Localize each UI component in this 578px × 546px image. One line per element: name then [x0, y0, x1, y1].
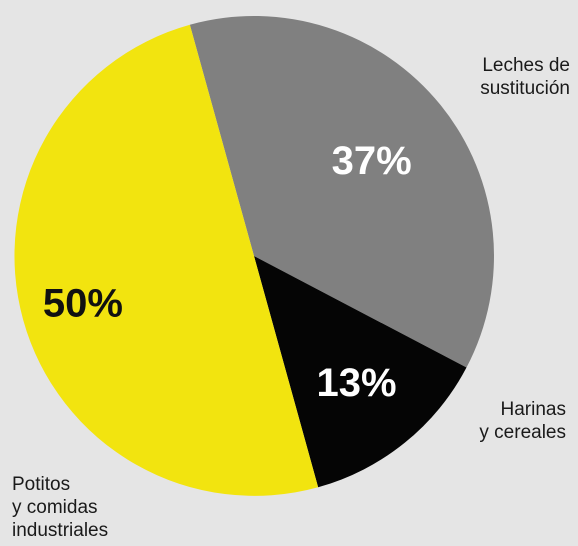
pie-value-label-leches: 37% [332, 139, 412, 183]
pie-slice-harinas [254, 256, 467, 488]
category-label-potitos-line-1: Potitos [12, 474, 71, 495]
category-label-harinas-line-1: Harinas [500, 399, 566, 420]
category-label-leches-line-1: Leches de [482, 55, 570, 76]
category-label-potitos: Potitos y comidas industriales [12, 473, 108, 542]
category-label-leches-line-2: sustitución [480, 78, 570, 99]
category-label-leches: Leches de sustitución [480, 54, 570, 100]
pie-slices [14, 16, 494, 496]
pie-value-labels: 37% 13% 50% [43, 139, 412, 405]
category-label-harinas-line-2: y cereales [479, 422, 566, 443]
pie-value-label-harinas: 13% [316, 361, 396, 405]
category-label-harinas: Harinas y cereales [479, 398, 566, 444]
pie-slice-potitos [14, 24, 319, 496]
pie-slice-leches [189, 16, 494, 368]
category-label-potitos-line-3: industriales [12, 520, 109, 541]
category-label-potitos-line-2: y comidas [12, 497, 98, 518]
pie-value-label-potitos: 50% [43, 282, 123, 326]
